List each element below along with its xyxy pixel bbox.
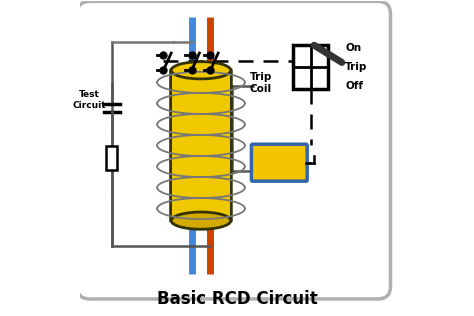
FancyBboxPatch shape bbox=[251, 144, 307, 181]
Text: Trip
Relay: Trip Relay bbox=[262, 152, 296, 173]
Bar bbox=[106, 146, 117, 170]
Text: Basic RCD Circuit: Basic RCD Circuit bbox=[156, 290, 318, 308]
Text: Trip: Trip bbox=[345, 62, 367, 72]
Text: Off: Off bbox=[345, 81, 363, 91]
Ellipse shape bbox=[171, 212, 231, 229]
Text: Trip
Coil: Trip Coil bbox=[249, 72, 272, 94]
FancyBboxPatch shape bbox=[171, 70, 231, 221]
FancyBboxPatch shape bbox=[77, 1, 391, 299]
Ellipse shape bbox=[171, 62, 231, 79]
Text: On: On bbox=[345, 43, 361, 53]
Bar bbox=[293, 45, 328, 89]
Text: Test
Circuit: Test Circuit bbox=[73, 90, 107, 110]
